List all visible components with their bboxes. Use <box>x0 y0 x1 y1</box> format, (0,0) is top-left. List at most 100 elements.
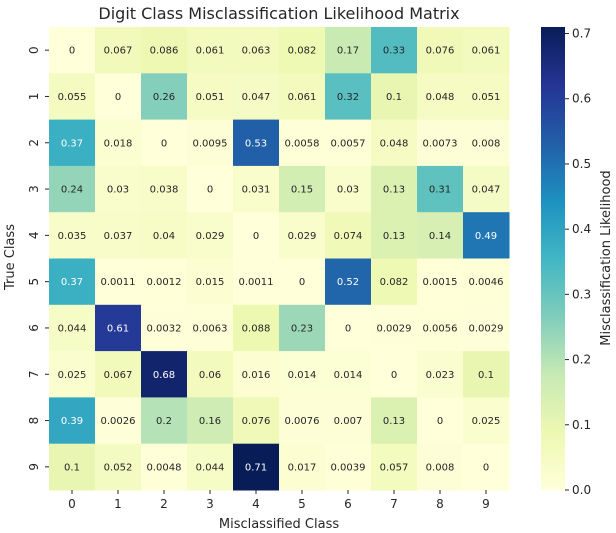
cell-value-label: 0.061 <box>472 46 501 57</box>
cell-value-label: 0.13 <box>383 185 405 196</box>
heatmap-cell <box>417 443 464 491</box>
cell-value-label: 0 <box>253 231 259 242</box>
cell-value-label: 0.025 <box>472 416 501 427</box>
cell-value-label: 0.0046 <box>469 277 504 288</box>
colorbar-tick-label: 0.6 <box>572 92 591 106</box>
cell-value-label: 0.17 <box>337 46 359 57</box>
cell-value-label: 0.029 <box>288 231 317 242</box>
heatmap-cell <box>371 304 418 352</box>
heatmap-cell <box>187 165 234 213</box>
cell-value-label: 0.044 <box>58 323 87 334</box>
heatmap-cell <box>371 27 418 74</box>
cell-value-label: 0.088 <box>242 323 271 334</box>
cell-value-label: 0.086 <box>150 46 179 57</box>
x-tick-label: 4 <box>252 497 260 511</box>
colorbar-tick-label: 0.1 <box>572 418 591 432</box>
cell-value-label: 0.13 <box>383 416 405 427</box>
colorbar-label: Misclassification Likelihood <box>599 170 614 345</box>
cell-value-label: 0.0012 <box>147 277 182 288</box>
cell-value-label: 0.057 <box>380 462 409 473</box>
heatmap-cell <box>95 27 142 74</box>
cell-value-label: 0.016 <box>242 370 271 381</box>
heatmap-cell <box>233 443 280 491</box>
cell-value-label: 0.0029 <box>377 323 412 334</box>
cell-value-label: 0.68 <box>153 370 175 381</box>
heatmap-cell <box>187 73 234 121</box>
cell-value-label: 0.0073 <box>423 138 458 149</box>
cell-value-label: 0.067 <box>104 46 133 57</box>
heatmap-cell <box>95 119 142 167</box>
cell-value-label: 0.37 <box>61 277 83 288</box>
heatmap-cell <box>95 258 142 306</box>
heatmap-cells: 0 0.067 0.086 0.061 0.063 0.082 0.17 0.33 0.076 0… <box>49 27 510 491</box>
heatmap-cell <box>371 212 418 259</box>
cell-value-label: 0.048 <box>426 92 455 103</box>
heatmap-cell <box>49 304 96 352</box>
heatmap-cell <box>463 212 510 259</box>
heatmap-cell <box>187 258 234 306</box>
x-tick-label: 5 <box>298 497 306 511</box>
heatmap-cell <box>325 397 372 445</box>
heatmap-cell <box>49 165 96 213</box>
heatmap-cell <box>279 73 326 121</box>
cell-value-label: 0.067 <box>104 370 133 381</box>
heatmap-cell <box>233 304 280 352</box>
cell-value-label: 0.0015 <box>423 277 458 288</box>
y-tick-label: 3 <box>27 185 41 193</box>
cell-value-label: 0.008 <box>472 138 501 149</box>
cell-value-label: 0.16 <box>199 416 221 427</box>
heatmap-cell <box>49 443 96 491</box>
heatmap-cell <box>233 73 280 121</box>
heatmap-cell <box>95 397 142 445</box>
cell-value-label: 0.0095 <box>193 138 228 149</box>
heatmap-cell <box>463 73 510 121</box>
cell-value-label: 0.14 <box>429 231 451 242</box>
heatmap-cell <box>417 73 464 121</box>
heatmap-cell <box>325 258 372 306</box>
heatmap-cell <box>417 397 464 445</box>
x-axis-ticks: 0 1 2 3 4 5 6 7 8 9 <box>68 490 490 511</box>
y-tick-label: 4 <box>27 232 41 240</box>
cell-value-label: 0 <box>299 277 305 288</box>
cell-value-label: 0.014 <box>334 370 363 381</box>
cell-value-label: 0.018 <box>104 138 133 149</box>
cell-value-label: 0.061 <box>288 92 317 103</box>
heatmap-cell <box>233 212 280 259</box>
y-axis-ticks: 0 1 2 3 4 5 6 7 8 9 <box>27 46 49 471</box>
cell-value-label: 0.71 <box>245 462 267 473</box>
heatmap-cell <box>49 27 96 74</box>
cell-value-label: 0.048 <box>380 138 409 149</box>
cell-value-label: 0.31 <box>429 185 451 196</box>
heatmap-cell <box>187 397 234 445</box>
cell-value-label: 0.0056 <box>423 323 458 334</box>
cell-value-label: 0.13 <box>383 231 405 242</box>
cell-value-label: 0.008 <box>426 462 455 473</box>
cell-value-label: 0.061 <box>196 46 225 57</box>
heatmap-cell <box>325 351 372 398</box>
heatmap-cell <box>49 212 96 259</box>
cell-value-label: 0.0063 <box>193 323 228 334</box>
cell-value-label: 0.023 <box>426 370 455 381</box>
colorbar-ticks: 0.0 0.1 0.2 0.3 0.4 0.5 0.6 0.7 <box>565 27 591 497</box>
cell-value-label: 0.61 <box>107 323 129 334</box>
cell-value-label: 0 <box>115 92 121 103</box>
heatmap-cell <box>95 165 142 213</box>
heatmap-cell <box>463 443 510 491</box>
heatmap-cell <box>417 119 464 167</box>
heatmap-cell <box>233 258 280 306</box>
cell-value-label: 0.031 <box>242 185 271 196</box>
heatmap-cell <box>371 443 418 491</box>
cell-value-label: 0.53 <box>245 138 267 149</box>
x-tick-label: 3 <box>206 497 214 511</box>
x-tick-label: 7 <box>390 497 398 511</box>
cell-value-label: 0.0011 <box>239 277 274 288</box>
heatmap-cell <box>141 212 188 259</box>
cell-value-label: 0.37 <box>61 138 83 149</box>
cell-value-label: 0.082 <box>380 277 409 288</box>
cell-value-label: 0.49 <box>475 231 497 242</box>
heatmap-cell <box>49 397 96 445</box>
cell-value-label: 0.0057 <box>331 138 366 149</box>
cell-value-label: 0 <box>207 185 213 196</box>
cell-value-label: 0.014 <box>288 370 317 381</box>
